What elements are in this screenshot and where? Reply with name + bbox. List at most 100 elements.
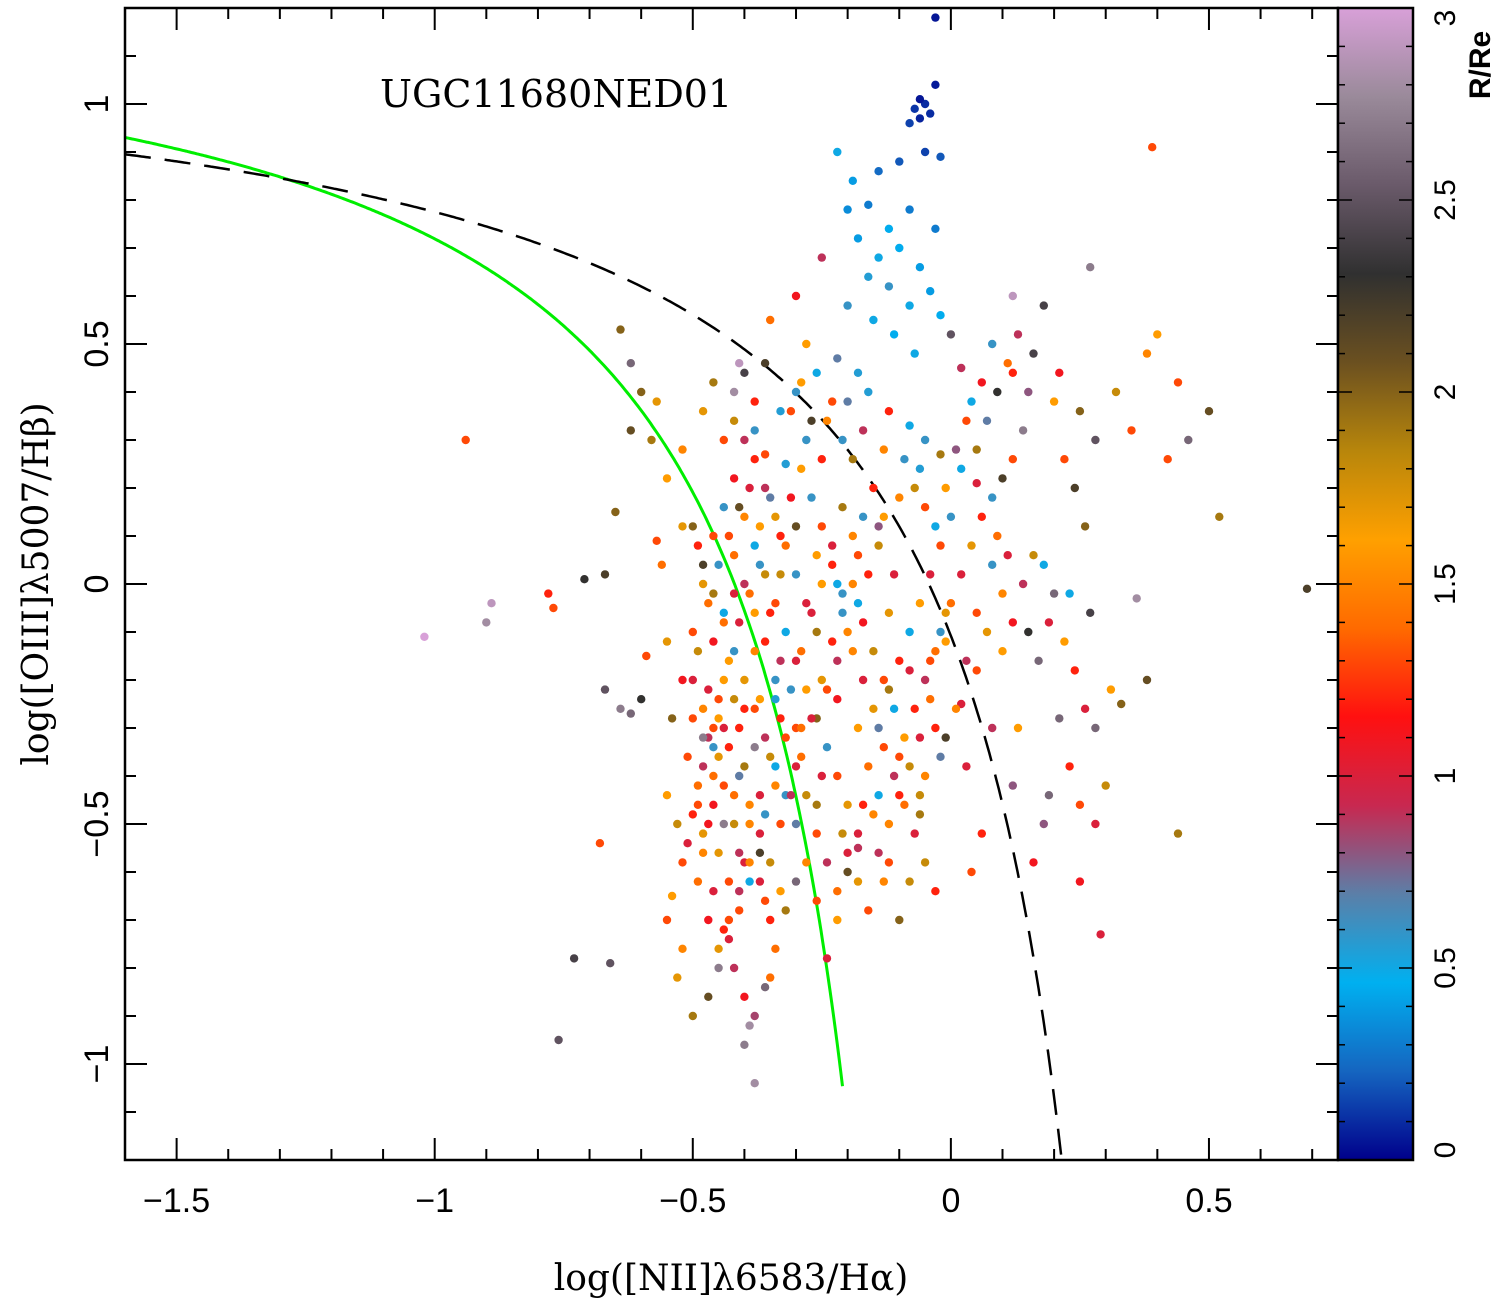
data-point — [1153, 330, 1162, 339]
data-point — [962, 656, 971, 665]
data-point — [693, 800, 703, 809]
data-point — [667, 714, 677, 723]
data-point — [941, 483, 950, 493]
data-point — [1003, 551, 1012, 560]
data-point — [698, 848, 708, 857]
data-point — [606, 959, 615, 968]
data-point — [936, 311, 945, 320]
data-point — [740, 992, 749, 1001]
data-point — [864, 200, 873, 209]
data-point — [905, 421, 914, 430]
data-point — [853, 599, 863, 608]
data-point — [869, 704, 878, 713]
data-point — [926, 570, 935, 579]
data-point — [926, 656, 935, 665]
data-point — [755, 695, 765, 704]
data-point — [1049, 397, 1059, 406]
data-point — [698, 579, 708, 589]
data-point — [1204, 407, 1214, 416]
data-point — [910, 104, 919, 114]
data-point — [755, 522, 765, 531]
data-point — [704, 685, 713, 694]
data-point — [709, 887, 718, 896]
data-point — [895, 157, 904, 166]
data-point — [760, 637, 770, 646]
data-point — [797, 647, 806, 656]
data-point — [760, 810, 770, 819]
data-point — [760, 359, 770, 368]
data-point — [657, 560, 666, 569]
data-point — [735, 618, 744, 627]
data-point — [802, 599, 811, 608]
data-point — [688, 714, 697, 723]
data-point — [709, 589, 718, 598]
data-point — [864, 762, 873, 771]
data-point — [889, 704, 899, 713]
data-point — [812, 800, 821, 809]
data-point — [709, 723, 718, 733]
colorbar-title: R/Re — [1464, 31, 1497, 99]
data-point — [895, 752, 904, 761]
data-point — [745, 877, 754, 886]
data-point — [709, 531, 718, 541]
x-tick-label: 0 — [941, 1182, 960, 1220]
data-point — [781, 733, 790, 742]
x-tick-label: −0.5 — [659, 1182, 726, 1220]
data-point — [1029, 551, 1038, 560]
data-point — [750, 426, 759, 435]
data-point — [1065, 589, 1074, 598]
data-point — [967, 397, 976, 406]
data-point — [735, 906, 744, 915]
data-point — [719, 675, 728, 685]
data-point — [791, 656, 801, 665]
data-point — [807, 416, 816, 425]
data-point — [729, 963, 739, 973]
colorbar-tick-label: 3 — [1429, 10, 1462, 27]
data-point — [791, 570, 801, 579]
data-point — [729, 695, 739, 704]
data-point — [740, 675, 749, 685]
data-point — [771, 762, 780, 771]
data-point — [905, 205, 914, 214]
data-point — [936, 450, 945, 459]
data-point — [544, 589, 553, 598]
data-point — [895, 656, 904, 665]
data-point — [936, 152, 945, 161]
colorbar-ticks — [1338, 7, 1413, 1161]
data-point — [812, 551, 821, 560]
data-point — [889, 771, 899, 781]
data-point — [776, 887, 785, 896]
data-point — [461, 435, 470, 445]
colorbar-tick-label: 1 — [1429, 768, 1462, 785]
data-point — [1029, 858, 1038, 867]
data-point — [771, 512, 780, 521]
y-tick-label: 0.5 — [78, 320, 116, 367]
data-point — [698, 733, 708, 742]
data-point — [822, 743, 832, 752]
data-point — [755, 791, 765, 800]
data-point — [884, 819, 894, 829]
data-point — [781, 541, 790, 550]
data-point — [776, 656, 785, 665]
data-point — [838, 608, 847, 617]
data-point — [926, 287, 935, 296]
data-point — [760, 896, 770, 905]
data-point — [988, 560, 997, 569]
data-point — [1215, 512, 1224, 521]
data-point — [1091, 723, 1100, 733]
data-point — [915, 95, 925, 104]
data-point — [776, 714, 785, 723]
data-point — [704, 992, 713, 1001]
data-point — [869, 810, 878, 819]
data-point — [802, 858, 811, 867]
data-point — [549, 603, 558, 613]
colorbar-tick-label: 0 — [1429, 1142, 1462, 1159]
data-point — [662, 791, 672, 800]
data-point — [848, 579, 857, 589]
data-point — [600, 685, 610, 694]
data-point — [874, 541, 883, 550]
data-point — [1106, 685, 1116, 694]
data-point — [910, 349, 919, 358]
data-point — [729, 551, 739, 560]
